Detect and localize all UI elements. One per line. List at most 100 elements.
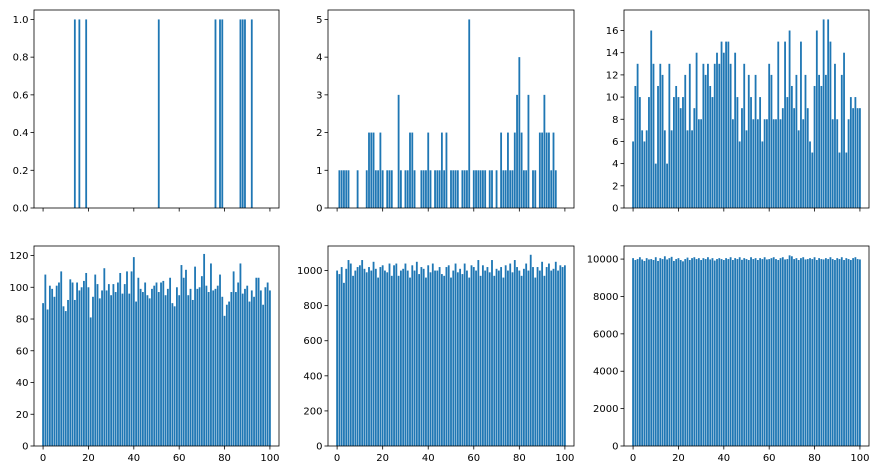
bar	[223, 315, 226, 446]
bar	[429, 272, 432, 446]
bar	[661, 74, 664, 208]
bar	[205, 285, 208, 446]
bar	[411, 132, 414, 208]
bar	[406, 270, 409, 446]
bar	[695, 52, 698, 209]
bar	[652, 260, 655, 446]
bar	[756, 260, 759, 446]
bar	[500, 132, 503, 208]
bar	[80, 287, 83, 446]
bar	[811, 259, 814, 446]
y-tick-label: 3	[316, 90, 322, 101]
bar	[822, 19, 825, 209]
bar	[343, 170, 345, 208]
bar	[234, 292, 237, 446]
subplot-5: 0 200 400 600 800 1000 0 20 40 60 80 100	[297, 245, 574, 464]
bar	[849, 260, 852, 446]
bar	[130, 271, 133, 446]
bar	[550, 170, 553, 208]
y-tick-label: 2	[612, 181, 618, 192]
bar	[797, 130, 800, 208]
x-tick-label: 40	[717, 453, 730, 464]
y-tick-label: 0.0	[13, 204, 29, 215]
y-tick-label: 1	[316, 166, 322, 177]
bar	[372, 132, 375, 208]
bar	[702, 63, 705, 208]
bar	[162, 280, 165, 446]
bar	[779, 258, 782, 446]
y-tick-label: 6000	[593, 329, 618, 340]
y-tick-label: 200	[303, 406, 322, 417]
bar	[852, 108, 855, 208]
y-tick-label: 2	[316, 128, 322, 139]
bar	[484, 270, 487, 446]
bar	[62, 306, 65, 446]
bar	[495, 268, 498, 446]
bar	[843, 260, 845, 446]
bar	[645, 130, 648, 208]
bar	[682, 261, 684, 446]
bar	[518, 57, 521, 208]
bar	[83, 280, 85, 446]
bar	[388, 170, 391, 208]
bar	[709, 85, 712, 208]
bar	[718, 63, 721, 208]
bar	[200, 276, 203, 446]
bar	[779, 119, 782, 208]
bar	[731, 260, 734, 446]
bar	[409, 132, 411, 208]
bar	[563, 265, 566, 446]
y-tick-label: 4	[316, 53, 322, 64]
bar	[239, 19, 242, 209]
bar	[754, 258, 757, 446]
bar	[693, 108, 696, 208]
bar	[397, 94, 400, 208]
bar	[525, 170, 528, 208]
bar	[347, 170, 350, 208]
bar	[393, 265, 395, 446]
bar	[253, 296, 255, 446]
bar	[146, 295, 149, 446]
bar	[78, 290, 81, 446]
x-tick-label: 20	[672, 453, 685, 464]
bar	[94, 274, 97, 446]
bar	[659, 63, 662, 208]
bar	[135, 301, 137, 446]
bar	[529, 254, 532, 446]
bar	[561, 267, 564, 446]
bar	[230, 292, 233, 446]
bar	[379, 267, 382, 446]
bar	[827, 259, 830, 446]
bar	[840, 257, 843, 446]
bar	[541, 132, 544, 208]
bar	[475, 170, 477, 208]
bar	[452, 270, 455, 446]
bar	[700, 260, 703, 446]
bar	[550, 270, 553, 446]
bar	[352, 275, 354, 446]
y-tick-label: 1000	[297, 266, 322, 277]
bar	[745, 130, 748, 208]
bar	[461, 170, 464, 208]
bar	[468, 19, 471, 209]
bar	[237, 282, 240, 446]
bar	[697, 119, 700, 208]
bar	[650, 30, 653, 208]
y-tick-label: 14	[606, 48, 619, 59]
bar	[632, 258, 634, 446]
bar	[804, 74, 807, 208]
bar	[784, 41, 786, 208]
bar	[768, 63, 771, 208]
bar	[73, 19, 76, 209]
bar	[673, 260, 675, 446]
bar	[486, 267, 489, 446]
bar	[338, 170, 341, 208]
bar	[241, 293, 244, 446]
bar	[634, 85, 637, 208]
y-tick-label: 5	[316, 15, 322, 26]
bar	[377, 170, 380, 208]
bar	[548, 263, 550, 446]
bar	[504, 170, 507, 208]
bar	[784, 259, 786, 446]
subplot-4: 0 20 40 60 80 100 120 0 20 40 60 80 100	[9, 245, 279, 464]
